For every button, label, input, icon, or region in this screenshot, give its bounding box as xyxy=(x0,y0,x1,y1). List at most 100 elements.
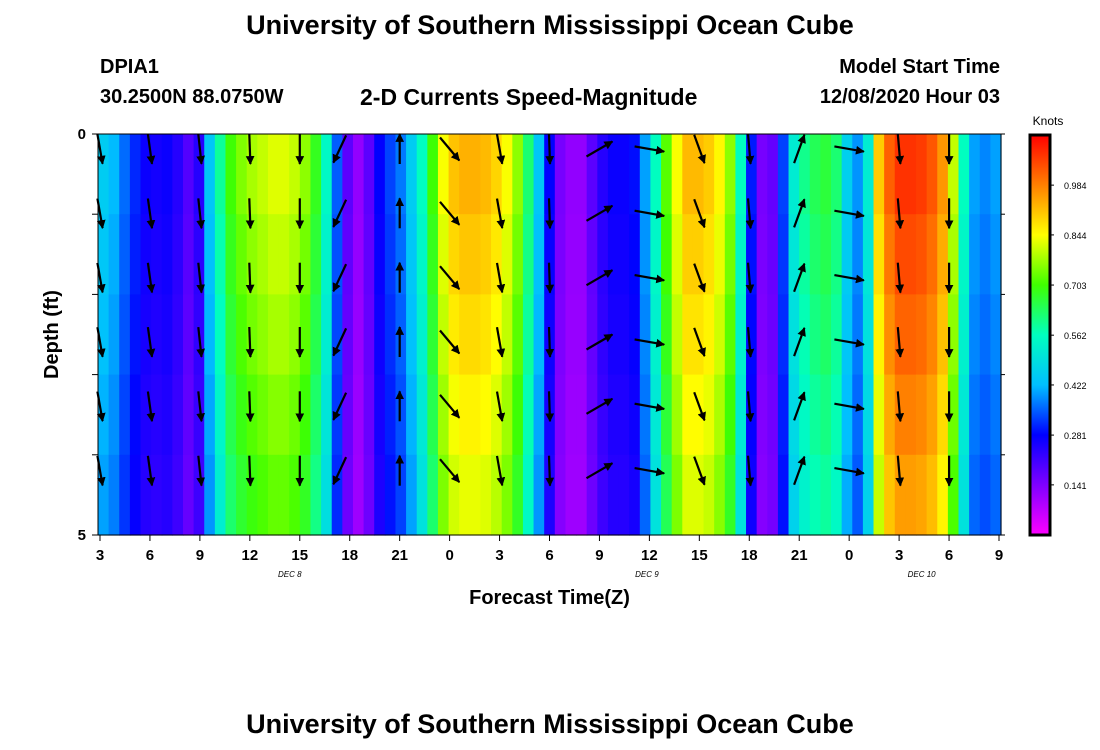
heatmap-cell xyxy=(299,214,312,295)
heatmap-cell xyxy=(406,454,418,536)
x-tick-label: 6 xyxy=(945,547,953,564)
heatmap-cell xyxy=(544,454,556,536)
heatmap-cell xyxy=(661,374,673,456)
y-tick-label: 0 xyxy=(78,126,86,143)
heatmap-cell xyxy=(448,134,460,215)
heatmap-cell xyxy=(565,134,577,215)
heatmap-cell xyxy=(459,134,471,215)
heatmap-cell xyxy=(533,134,545,215)
heatmap-cell xyxy=(289,294,301,376)
heatmap-cell xyxy=(342,374,354,456)
heatmap-cell xyxy=(342,214,354,295)
heatmap-cell xyxy=(469,454,482,536)
heatmap-cell xyxy=(629,374,641,456)
heatmap-cell xyxy=(629,454,641,536)
heatmap-cell xyxy=(416,214,428,295)
heatmap-cell xyxy=(172,214,184,295)
heatmap-cell xyxy=(225,134,237,215)
heatmap-cell xyxy=(151,214,163,295)
heatmap-cell xyxy=(554,134,567,215)
heatmap-cell xyxy=(629,294,641,376)
current-vector-arrow xyxy=(834,402,865,412)
heatmap-cell xyxy=(193,374,205,456)
heatmap-cell xyxy=(459,294,471,376)
station-coordinates: 30.2500N 88.0750W xyxy=(100,86,284,108)
heatmap-cell xyxy=(172,374,184,456)
heatmap-cell xyxy=(682,294,694,376)
heatmap-cell xyxy=(756,454,768,536)
heatmap-cell xyxy=(533,214,545,295)
heatmap-cell xyxy=(448,214,460,295)
current-vector-arrow xyxy=(439,265,461,290)
heatmap-cell xyxy=(98,294,110,376)
colorbar-tick-label: 0.141 xyxy=(1064,481,1087,491)
heatmap-cell xyxy=(650,214,662,295)
heatmap-cell xyxy=(554,214,567,295)
heatmap-cell xyxy=(894,134,906,215)
heatmap-cell xyxy=(841,454,853,536)
heatmap-cell xyxy=(98,214,110,295)
current-vector-arrow xyxy=(332,199,348,228)
heatmap-cell xyxy=(384,214,397,295)
heatmap-cell xyxy=(108,214,120,295)
heatmap-cell xyxy=(767,294,779,376)
x-tick-label: 3 xyxy=(96,547,104,564)
heatmap-cell xyxy=(607,374,620,456)
heatmap-cell xyxy=(108,374,120,456)
date-label: DEC 10 xyxy=(908,570,937,579)
heatmap-cell xyxy=(246,454,258,536)
heatmap-cell xyxy=(565,454,577,536)
heatmap-cell xyxy=(331,294,343,376)
heatmap-cell xyxy=(639,134,652,215)
heatmap-cells xyxy=(98,134,1002,536)
heatmap-cell xyxy=(289,134,301,215)
heatmap-cell xyxy=(119,134,131,215)
current-vector-arrow xyxy=(834,338,865,348)
heatmap-cell xyxy=(544,214,556,295)
heatmap-cell xyxy=(650,134,662,215)
heatmap-cell xyxy=(831,134,843,215)
heatmap-cell xyxy=(905,214,917,295)
heatmap-cell xyxy=(522,454,535,536)
heatmap-cell xyxy=(416,374,428,456)
heatmap-cell xyxy=(692,214,705,295)
heatmap-cell xyxy=(692,294,705,376)
heatmap-cell xyxy=(278,374,290,456)
heatmap-cell xyxy=(182,294,195,376)
heatmap-cell xyxy=(682,134,694,215)
current-vector-arrow xyxy=(693,134,706,164)
heatmap-cell xyxy=(98,134,110,215)
heatmap-cell xyxy=(257,374,269,456)
heatmap-cell xyxy=(884,374,896,456)
heatmap-cell xyxy=(108,294,120,376)
heatmap-cell xyxy=(862,454,875,536)
heatmap-cell xyxy=(799,134,811,215)
y-axis-label: Depth (ft) xyxy=(41,290,63,379)
heatmap-cell xyxy=(204,134,216,215)
heatmap-cell xyxy=(661,214,673,295)
current-vector-arrow xyxy=(834,209,865,219)
heatmap-cell xyxy=(459,454,471,536)
heatmap-cell xyxy=(119,214,131,295)
heatmap-cell xyxy=(724,294,737,376)
heatmap-cell xyxy=(427,294,439,376)
heatmap-cell xyxy=(639,294,652,376)
heatmap-cell xyxy=(969,134,981,215)
heatmap-cell xyxy=(576,294,588,376)
heatmap-cell xyxy=(225,294,237,376)
current-vector-arrow xyxy=(693,391,706,422)
colorbar-tick-label: 0.844 xyxy=(1064,231,1087,241)
heatmap-cell xyxy=(788,374,800,456)
x-tick-label: 6 xyxy=(545,547,553,564)
heatmap-cell xyxy=(958,294,970,376)
current-vector-arrow xyxy=(745,327,755,358)
heatmap-cell xyxy=(597,134,609,215)
colorbar-ticks: 0.141 0.281 0.422 0.562 0.703 0.844 0.984 xyxy=(1050,181,1087,491)
heatmap-cell xyxy=(629,214,641,295)
heatmap-cell xyxy=(607,134,620,215)
heatmap-cell xyxy=(469,374,482,456)
x-tick-label: 18 xyxy=(341,547,358,564)
heatmap-cell xyxy=(607,294,620,376)
heatmap-cell xyxy=(278,214,290,295)
